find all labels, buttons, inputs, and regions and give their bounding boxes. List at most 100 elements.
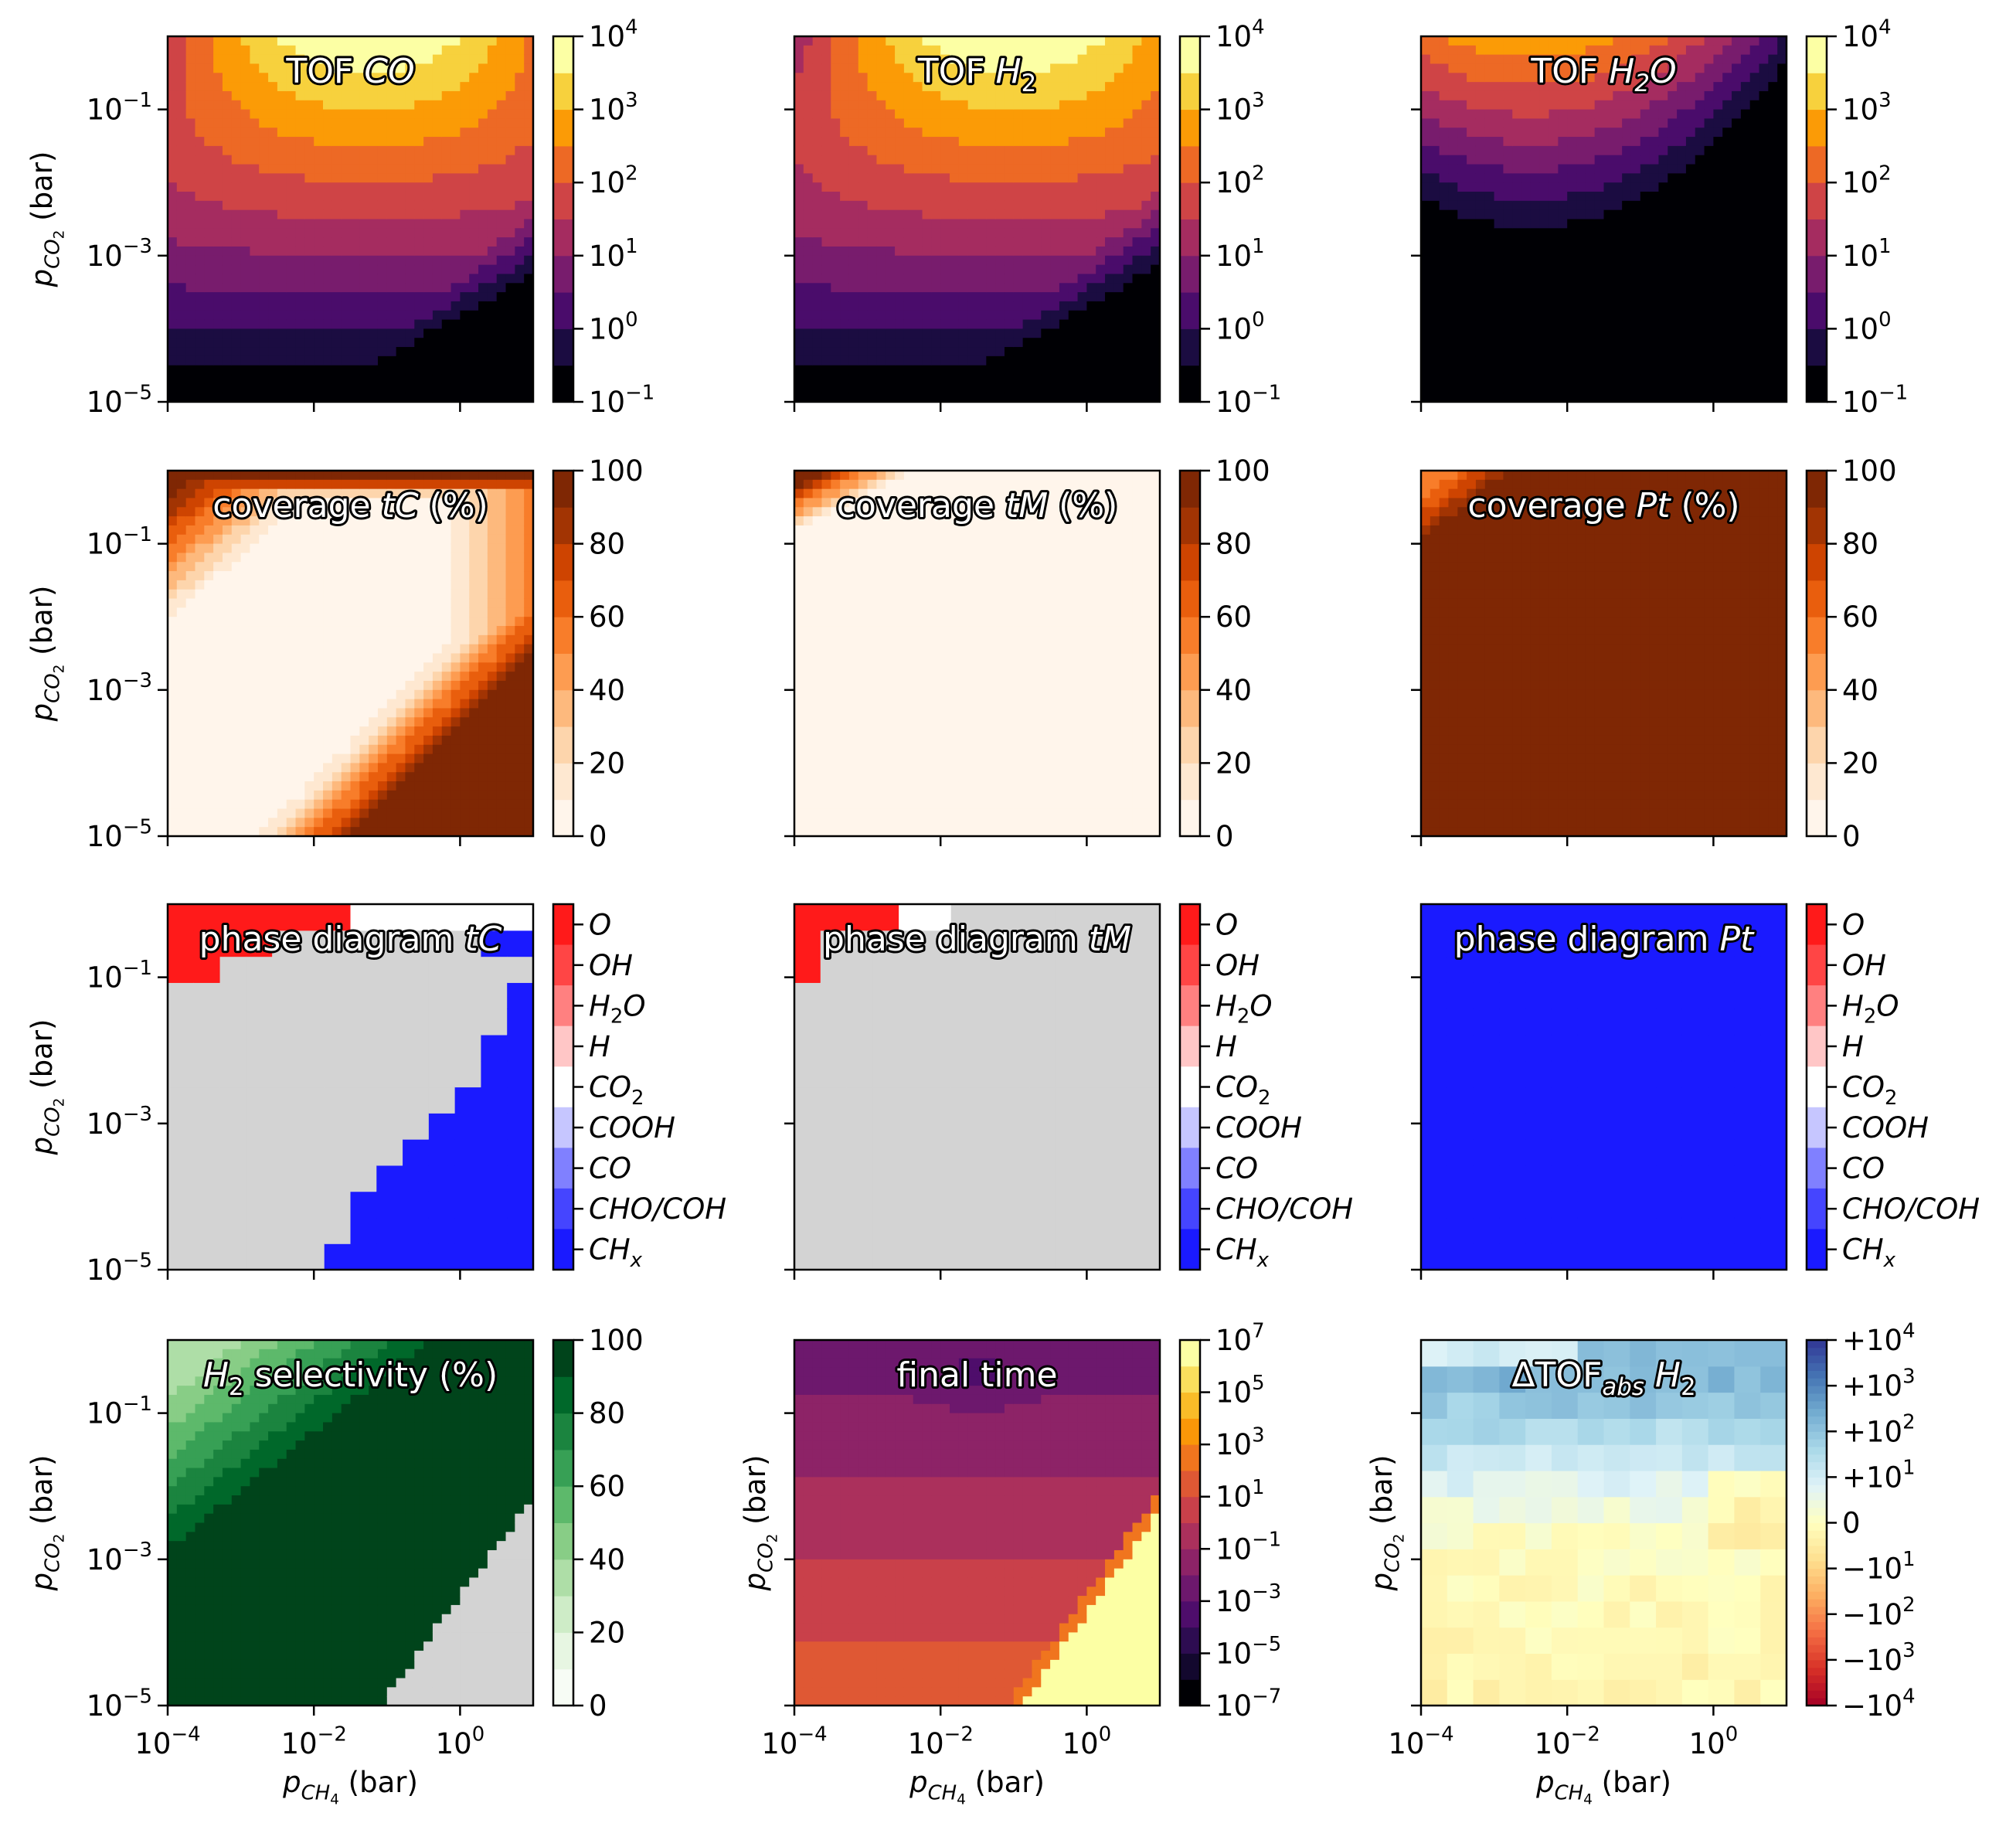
- heatmap-cell: [1613, 210, 1622, 219]
- heatmap-cell: [1069, 328, 1078, 338]
- heatmap-cell: [1124, 247, 1133, 256]
- heatmap-cell: [250, 366, 259, 375]
- heatmap-cell: [1050, 274, 1059, 283]
- heatmap-cell: [831, 201, 840, 210]
- heatmap-cell: [1640, 210, 1650, 219]
- heatmap-cell: [1732, 256, 1741, 265]
- heatmap-cell: [1133, 356, 1142, 366]
- colorbar-tick-label: 100: [1215, 308, 1265, 346]
- heatmap-cell: [177, 320, 186, 329]
- heatmap-cell: [1096, 347, 1105, 356]
- heatmap-cell: [451, 347, 461, 356]
- heatmap-cell: [1512, 155, 1521, 165]
- heatmap-cell: [1722, 320, 1732, 329]
- heatmap-cell: [794, 328, 804, 338]
- heatmap-cell: [1586, 192, 1595, 201]
- heatmap-cell: [1531, 155, 1540, 165]
- heatmap-cell: [1732, 366, 1741, 375]
- heatmap-cell: [977, 91, 987, 100]
- heatmap-cell: [1014, 228, 1023, 237]
- heatmap-cell: [913, 173, 923, 182]
- heatmap-cell: [1686, 301, 1695, 311]
- heatmap-cell: [1677, 219, 1686, 229]
- heatmap-cell: [876, 328, 886, 338]
- heatmap-cell: [804, 82, 813, 91]
- heatmap-cell: [359, 311, 369, 320]
- heatmap-cell: [1713, 328, 1722, 338]
- heatmap-cell: [469, 182, 478, 192]
- heatmap-cell: [460, 274, 469, 283]
- heatmap-cell: [177, 274, 186, 283]
- heatmap-cell: [1531, 301, 1540, 311]
- heatmap-cell: [1105, 82, 1114, 91]
- heatmap-cell: [204, 46, 213, 55]
- heatmap-cell: [1421, 201, 1430, 210]
- colorbar-band: [1180, 73, 1200, 110]
- heatmap-cell: [250, 328, 259, 338]
- heatmap-cell: [1650, 155, 1659, 165]
- colorbar-tick-label: 102: [1842, 162, 1892, 200]
- heatmap-cell: [478, 118, 488, 128]
- heatmap-cell: [359, 274, 369, 283]
- heatmap-cell: [332, 118, 342, 128]
- heatmap-cell: [241, 219, 250, 229]
- heatmap-area: [794, 36, 1161, 403]
- heatmap-cell: [213, 292, 223, 301]
- heatmap-cell: [959, 274, 968, 283]
- heatmap-cell: [460, 301, 469, 311]
- heatmap-cell: [1631, 347, 1640, 356]
- heatmap-cell: [1096, 301, 1105, 311]
- heatmap-cell: [168, 827, 177, 836]
- heatmap-cell: [977, 301, 987, 311]
- heatmap-cell: [1567, 347, 1576, 356]
- heatmap-cell: [423, 91, 433, 100]
- heatmap-cell: [986, 192, 995, 201]
- heatmap-cell: [1741, 228, 1750, 237]
- heatmap-cell: [469, 320, 478, 329]
- heatmap-cell: [1430, 265, 1440, 274]
- heatmap-cell: [1622, 192, 1631, 201]
- heatmap-cell: [886, 118, 895, 128]
- heatmap-cell: [451, 320, 461, 329]
- heatmap-cell: [1476, 347, 1485, 356]
- heatmap-cell: [497, 375, 506, 384]
- heatmap-cell: [1732, 36, 1741, 46]
- heatmap-cell: [1521, 173, 1531, 182]
- heatmap-cell: [1014, 201, 1023, 210]
- heatmap-cell: [1732, 155, 1741, 165]
- heatmap-cell: [1722, 338, 1732, 347]
- heatmap-cell: [986, 110, 995, 119]
- heatmap-cell: [478, 63, 488, 73]
- heatmap-cell: [342, 338, 351, 347]
- heatmap-cell: [1595, 182, 1604, 192]
- heatmap-cell: [1650, 320, 1659, 329]
- heatmap-cell: [1521, 283, 1531, 292]
- heatmap-cell: [1457, 383, 1467, 393]
- heatmap-cell: [213, 91, 223, 100]
- heatmap-cell: [977, 137, 987, 146]
- heatmap-cell: [995, 36, 1005, 46]
- panel-title: TOF H2: [917, 52, 1037, 97]
- heatmap-cell: [241, 311, 250, 320]
- heatmap-cell: [232, 219, 241, 229]
- heatmap-cell: [478, 237, 488, 247]
- heatmap-cell: [1540, 301, 1549, 311]
- heatmap-cell: [931, 100, 940, 110]
- heatmap-cell: [1777, 128, 1787, 137]
- heatmap-cell: [1741, 46, 1750, 55]
- heatmap-cell: [858, 393, 868, 402]
- heatmap-cell: [1650, 128, 1659, 137]
- heatmap-cell: [213, 256, 223, 265]
- heatmap-cell: [977, 328, 987, 338]
- heatmap-cell: [1430, 110, 1440, 119]
- heatmap-cell: [1586, 137, 1595, 146]
- heatmap-cell: [342, 283, 351, 292]
- heatmap-cell: [1741, 265, 1750, 274]
- heatmap-cell: [1059, 182, 1069, 192]
- heatmap-cell: [886, 192, 895, 201]
- heatmap-cell: [1750, 63, 1759, 73]
- heatmap-cell: [1086, 219, 1096, 229]
- heatmap-cell: [433, 247, 442, 256]
- heatmap-cell: [1750, 91, 1759, 100]
- heatmap-cell: [378, 237, 387, 247]
